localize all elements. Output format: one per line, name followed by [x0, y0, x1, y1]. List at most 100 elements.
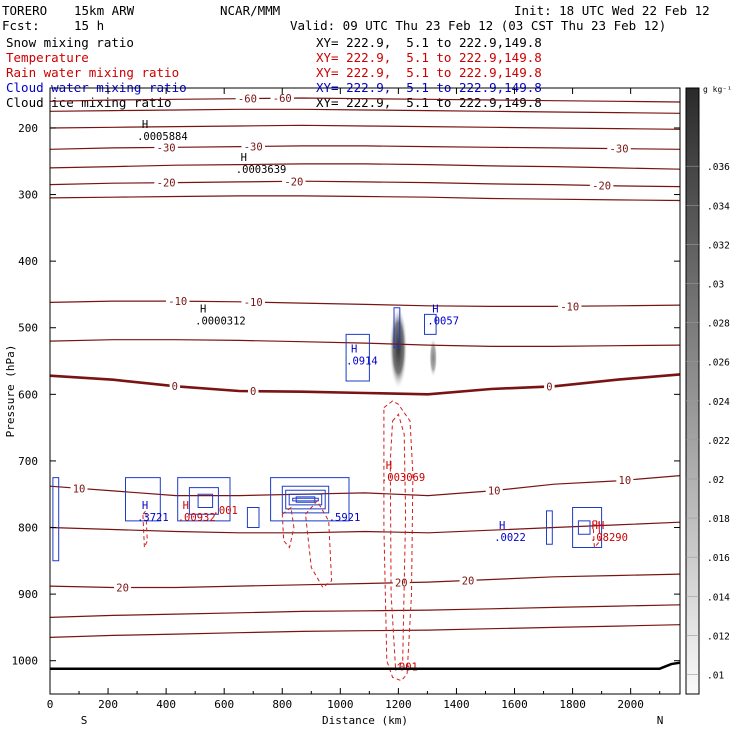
max-value-label: .0057	[427, 315, 459, 327]
valid-time: Valid: 09 UTC Thu 23 Feb 12 (03 CST Thu …	[290, 18, 667, 33]
y-tick-label: 200	[18, 122, 38, 135]
max-value-label: .08290	[590, 532, 628, 544]
terrain-line	[50, 661, 681, 670]
isotherm-line	[49, 108, 681, 114]
cloud-water-contour	[125, 477, 161, 522]
field-name-temperature: Temperature	[6, 50, 89, 65]
x-tick-label: 2000	[617, 698, 644, 711]
cloud-water-contour	[288, 493, 323, 506]
isotherm-label-bg	[154, 176, 178, 188]
rain-water-contour	[383, 400, 414, 682]
x-axis-label: Distance (km)	[322, 714, 408, 727]
y-tick-label: 400	[18, 255, 38, 268]
cloud-water-contour	[246, 507, 260, 528]
isotherm-label-bg	[247, 385, 259, 397]
isotherm-label-bg	[282, 175, 306, 187]
max-marker: H	[386, 460, 392, 472]
colorbar-tick-label: .024	[707, 397, 730, 408]
isotherm-label: 20	[116, 582, 129, 594]
max-marker: H	[142, 119, 148, 131]
x-tick-label: 1800	[559, 698, 586, 711]
snow-shading-secondary	[429, 337, 438, 378]
y-tick-label: 700	[18, 455, 38, 468]
cloud-water-contour	[197, 493, 214, 508]
cloud-water-contour	[292, 497, 319, 502]
isotherm-label-bg	[241, 296, 265, 308]
max-label-layer: H.0005884H.0003639H.0000312H.0057H.0914H…	[137, 119, 628, 674]
isotherm-label: -60	[238, 94, 257, 106]
isotherm-label: 20	[395, 578, 408, 590]
header: TORERO 15km ARW NCAR/MMM Init: 18 UTC We…	[0, 0, 740, 110]
max-marker: H	[499, 520, 505, 532]
isotherm-label: 0	[172, 381, 178, 393]
max-value-label: .3721	[137, 512, 169, 524]
colorbar-tick-label: .034	[707, 201, 730, 212]
y-tick-label: 1000	[12, 655, 39, 668]
cloud-water-contour	[281, 485, 330, 514]
y-tick-label: 800	[18, 522, 38, 535]
colorbar-tick-label: .036	[707, 162, 730, 173]
max-marker: H	[183, 500, 189, 512]
isotherm-label: 0	[546, 382, 552, 394]
isotherm-line	[49, 624, 681, 638]
init-time: Init: 18 UTC Wed 22 Feb 12	[514, 3, 710, 18]
field-name-cloud-ice: Cloud ice mixing ratio	[6, 95, 172, 110]
x-tick-label: 400	[156, 698, 176, 711]
x-tick-label: 1000	[327, 698, 354, 711]
max-marker: H	[142, 500, 148, 512]
isotherm-label: -30	[244, 141, 263, 153]
max-marker: H	[432, 303, 438, 315]
max-marker: H	[241, 152, 247, 164]
field-xy-temperature: XY= 222.9, 5.1 to 222.9,149.8	[316, 50, 542, 65]
organization: NCAR/MMM	[220, 3, 281, 18]
isotherm-label: -10	[168, 296, 187, 308]
colorbar-tick-label: .02	[707, 475, 724, 486]
isotherm-label: 10	[73, 483, 86, 495]
isotherm-line	[49, 300, 681, 307]
field-xy-rain: XY= 222.9, 5.1 to 222.9,149.8	[316, 65, 542, 80]
isotherm-label: -20	[157, 178, 176, 190]
isotherm-label-bg	[544, 380, 555, 392]
x-tick-label: 1600	[501, 698, 528, 711]
max-value-label: .003069	[381, 472, 425, 484]
isotherm-label-bg	[589, 179, 614, 191]
rain-water-contour	[389, 413, 407, 669]
max-marker: H	[200, 303, 206, 315]
isotherm-label-bg	[459, 574, 477, 586]
colorbar-ramp	[685, 87, 700, 695]
cloud-water-contour	[546, 510, 553, 545]
colorbar-tick-label: .032	[707, 240, 730, 251]
forecast-label: Fcst:	[2, 18, 40, 33]
y-axis-label: Pressure (hPa)	[4, 345, 17, 438]
colorbar-tick-label: .018	[707, 514, 730, 525]
field-name-snow: Snow mixing ratio	[6, 35, 134, 50]
isotherm-line	[49, 163, 681, 170]
max-value-label: .00932	[178, 512, 216, 524]
isotherm-line	[49, 124, 681, 130]
max-marker: HH	[592, 520, 605, 532]
cloud-water-contour	[295, 496, 316, 503]
x-tick-label: 800	[272, 698, 292, 711]
isotherm-label: -10	[560, 301, 579, 313]
cloud-water-contour	[345, 333, 370, 382]
max-value-label: .0005884	[137, 131, 188, 143]
isotherm-line	[49, 195, 681, 202]
colorbar-tick-label: .016	[707, 553, 730, 564]
isotherm-label-bg	[114, 581, 132, 593]
mixing-ratio-contour-layer	[52, 307, 603, 682]
isotherm-label: 10	[619, 475, 632, 487]
isotherm-label: -20	[284, 176, 303, 188]
cloud-water-contour	[424, 313, 437, 335]
rain-water-contour	[592, 520, 601, 549]
isotherm-label: -30	[157, 142, 176, 154]
isotherm-line	[49, 339, 681, 347]
isotherm-label-bg	[557, 300, 582, 312]
x-axis-left-end-label: S	[81, 714, 88, 727]
isotherm-label: -30	[610, 144, 629, 156]
isotherm-label-bg	[154, 141, 178, 153]
colorbar-tick-label: .026	[707, 358, 730, 369]
colorbar-tick-label: .028	[707, 319, 730, 330]
colorbar-tick-label: .012	[707, 631, 730, 642]
isotherm-line	[49, 180, 681, 188]
